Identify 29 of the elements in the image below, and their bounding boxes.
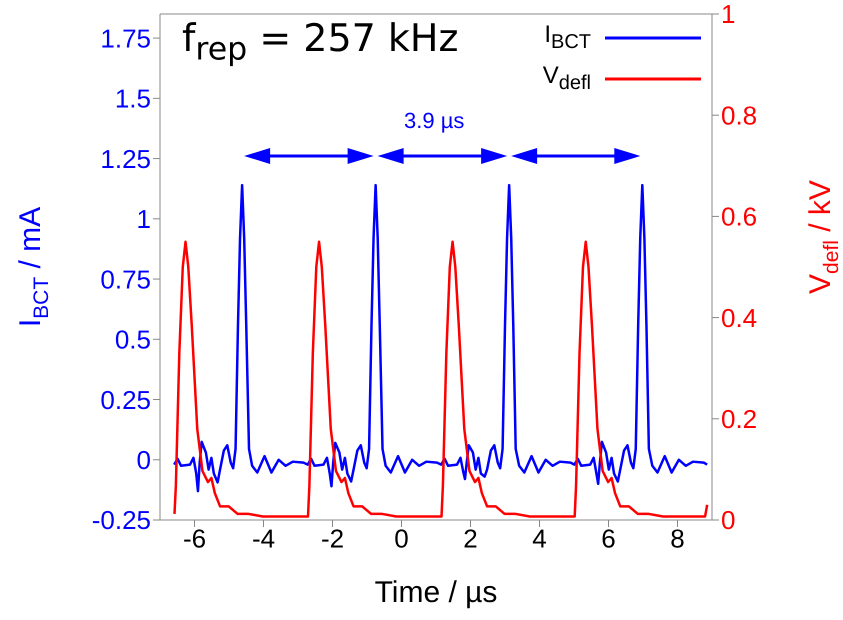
x-tick-label: 0 [394,523,409,554]
x-tick-label: -2 [320,523,344,554]
x-tick-label: 2 [463,523,478,554]
y-tick-label: 0.5 [114,324,151,355]
x-axis-title: Time / µs [374,576,498,609]
y-tick-label: 1 [136,204,151,234]
annotation: 3.9 µs [404,108,464,134]
y-tick-label: 1.75 [100,23,151,54]
y-tick-label: 0.75 [100,264,151,294]
legend-label: V$_{defl}$ [542,60,591,96]
annotation: f$_{rep}$ = 257 kHz [182,16,458,68]
y2-tick-label: 0.8 [721,100,758,130]
x-tick-label: 4 [532,523,547,554]
y2-tick-label: 0.6 [721,202,758,232]
y2-tick-label: 0.4 [721,302,758,333]
y2-tick-label: 1 [721,0,736,30]
x-tick-label: -6 [182,523,206,554]
x-tick-label: 8 [670,523,685,554]
y2-tick-label: 0.2 [721,404,758,434]
x-tick-label: 6 [601,523,616,554]
y-tick-label: 1.25 [100,144,151,174]
y-tick-label: 0.25 [100,384,151,415]
y-tick-label: 0 [136,444,151,475]
line-series [172,184,708,492]
line-series [173,240,708,518]
y-tick-label: -0.25 [92,505,151,536]
x-tick-label: -4 [252,523,276,554]
y-tick-label: 1.5 [114,84,151,114]
legend-label: I$_{BCT}$ [544,20,591,55]
